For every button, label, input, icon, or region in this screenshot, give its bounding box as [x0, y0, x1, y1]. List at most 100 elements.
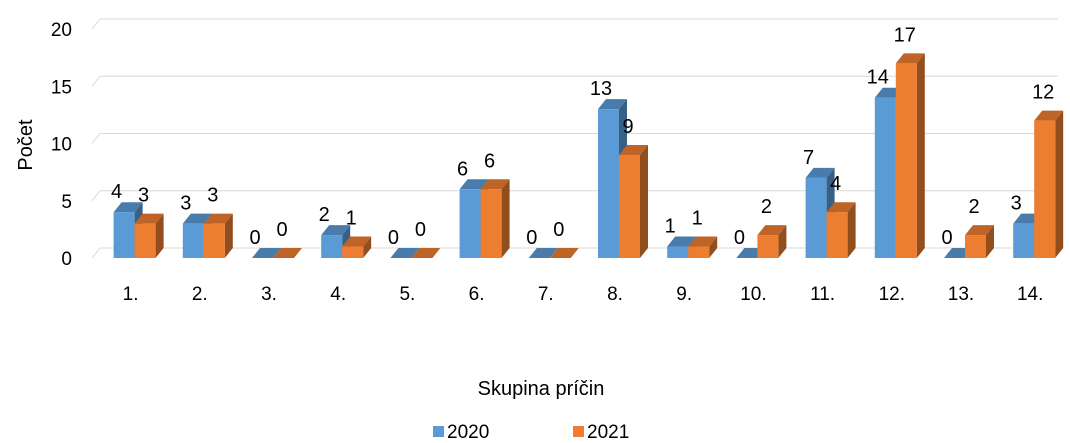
data-label-2020: 0 — [526, 227, 537, 249]
data-label-2020: 1 — [665, 216, 676, 238]
bars — [113, 53, 1064, 259]
bar-top — [252, 248, 281, 258]
gridlines — [91, 18, 1058, 259]
bar-2021-4 — [342, 236, 372, 258]
bar-top — [203, 213, 233, 224]
bar-front — [459, 189, 481, 258]
bar-top — [1034, 110, 1064, 121]
bar-side — [501, 179, 510, 258]
bar-front — [182, 223, 204, 258]
legend-swatch — [433, 426, 444, 437]
legend-swatch — [573, 426, 584, 437]
bar-2021-13 — [965, 225, 994, 258]
x-tick-label: 3. — [261, 284, 277, 305]
x-tick-label: 1. — [123, 284, 139, 305]
bar-2021-7 — [549, 248, 579, 258]
data-label-2020: 14 — [867, 67, 889, 89]
legend-item: 2021 — [573, 422, 629, 443]
bar-side — [1055, 110, 1064, 258]
x-tick-label: 11. — [810, 284, 835, 305]
data-label-2021: 12 — [1032, 82, 1054, 104]
bar-front — [895, 63, 917, 258]
data-label-2021: 1 — [346, 208, 357, 230]
data-label-2021: 6 — [484, 150, 495, 172]
bar-top — [134, 213, 164, 224]
bar-side — [155, 213, 164, 258]
y-axis-title: Počet — [15, 119, 37, 171]
bar-top — [549, 248, 579, 258]
bar-2020-3 — [252, 248, 281, 258]
bar-front — [113, 212, 135, 258]
data-label-2020: 2 — [319, 204, 330, 226]
bar-2021-3 — [273, 248, 302, 258]
bar-side — [916, 53, 925, 258]
bar-front — [598, 109, 619, 259]
bar-side — [778, 225, 787, 258]
bar-top — [895, 53, 925, 64]
x-tick-label: 4. — [330, 284, 346, 305]
data-label-2020: 4 — [111, 181, 122, 203]
bar-2021-14 — [1034, 110, 1064, 258]
bar-top — [667, 236, 697, 247]
bar-top — [826, 202, 856, 213]
x-tick-label: 14. — [1017, 284, 1043, 305]
y-tick-label: 15 — [51, 77, 72, 98]
gridline — [91, 75, 1058, 87]
data-label-2021: 0 — [415, 219, 426, 241]
x-tick-label: 2. — [192, 284, 208, 305]
data-label-2020: 0 — [388, 227, 399, 249]
data-label-2020: 0 — [941, 227, 952, 249]
bar-2021-11 — [826, 202, 856, 258]
data-label-2021: 4 — [830, 173, 841, 195]
x-tick-label: 5. — [399, 284, 415, 305]
bar-front — [342, 246, 364, 258]
bar-front — [965, 235, 986, 258]
bar-front — [1013, 223, 1035, 258]
bar-2021-9 — [688, 236, 718, 258]
bar-top — [459, 179, 489, 190]
bar-2021-2 — [203, 213, 233, 258]
x-tick-label: 12. — [879, 284, 905, 305]
y-tick-label: 0 — [61, 249, 72, 270]
data-label-2020: 6 — [457, 158, 468, 180]
bar-2021-1 — [134, 213, 164, 258]
bar-front — [321, 235, 343, 258]
data-label-2021: 9 — [622, 116, 633, 138]
bar-top — [321, 225, 351, 236]
legend-label: 2021 — [587, 422, 629, 443]
bar-front — [805, 177, 827, 258]
bar-side — [224, 213, 233, 258]
data-label-2020: 0 — [734, 227, 745, 249]
bar-top — [182, 213, 212, 224]
data-label-2020: 3 — [180, 193, 191, 215]
legend-label: 2020 — [447, 422, 489, 443]
bar-side — [363, 236, 372, 258]
data-label-2020: 7 — [803, 147, 814, 169]
gridline — [91, 247, 1058, 259]
bar-2021-8 — [619, 144, 648, 258]
x-tick-label: 6. — [469, 284, 485, 305]
bar-front — [688, 246, 710, 258]
data-label-2021: 0 — [276, 219, 287, 241]
legend: 2020 2021 — [433, 422, 629, 443]
data-label-2021: 0 — [553, 219, 564, 241]
data-label-2021: 17 — [894, 24, 916, 46]
bar-top — [528, 248, 558, 258]
bar-front — [874, 97, 896, 258]
bar-side — [847, 202, 856, 258]
data-label-2020: 0 — [249, 227, 260, 249]
x-axis-ticks: 1. 2. 3. 4. 5. 6. 7. 8. 9. 10. 11. 12. 13. 14. — [123, 284, 1044, 305]
bar-top — [757, 225, 787, 236]
data-label-2021: 3 — [207, 185, 218, 207]
bar-front — [619, 154, 640, 258]
y-tick-label: 20 — [51, 20, 72, 41]
bar-top — [688, 236, 718, 247]
bar-front — [480, 189, 502, 258]
bar-top — [411, 248, 441, 258]
bar-front — [667, 246, 689, 258]
x-axis-title: Skupina príčin — [478, 378, 605, 400]
bar-top — [390, 248, 420, 258]
bar-side — [640, 144, 648, 258]
